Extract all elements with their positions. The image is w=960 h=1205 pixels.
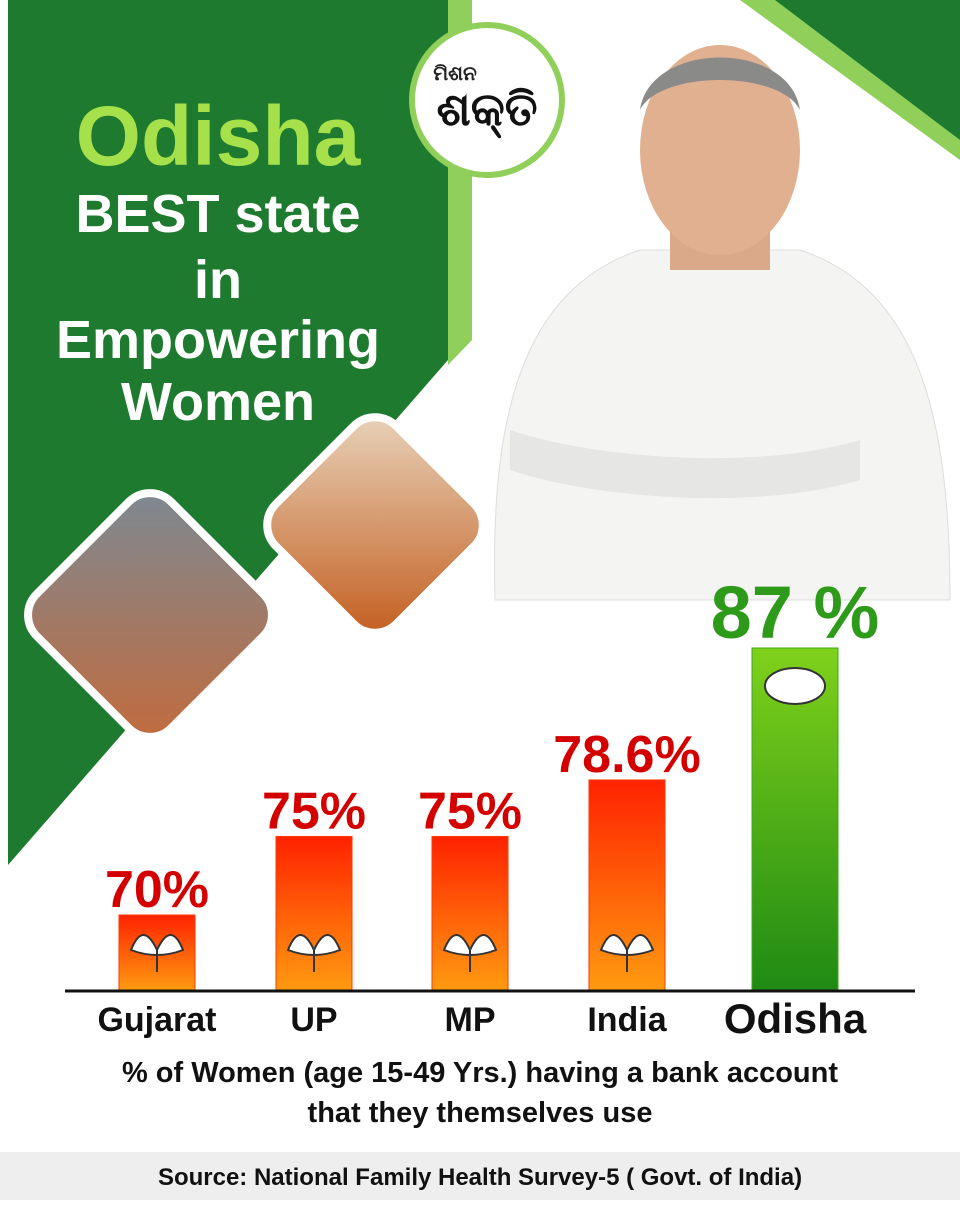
value-label: 75%: [418, 782, 522, 840]
headline-line: in: [194, 250, 242, 310]
logo-small-text: ମିଶନ: [433, 63, 477, 85]
caption-line: that they themselves use: [308, 1097, 653, 1129]
photo-woman: [263, 413, 487, 637]
value-label: 70%: [105, 861, 209, 919]
category-label: Odisha: [724, 995, 867, 1042]
category-label: India: [587, 1001, 667, 1039]
corner-stripe: [740, 0, 960, 160]
party-symbol: [286, 934, 342, 972]
source-band: [0, 1152, 960, 1200]
logo-big-text: ଶକ୍ତି: [436, 83, 537, 139]
value-label: 75%: [262, 782, 366, 840]
bar-chart: 70% Gujarat 75% UP 75% MP 78.6% India 87 % Odisha: [97, 571, 879, 1042]
source: Source: National Family Health Survey-5 …: [158, 1164, 802, 1191]
headline-line: Women: [121, 372, 315, 432]
category-label: UP: [290, 1001, 337, 1039]
logo-badge: [409, 22, 565, 178]
caption-line: % of Women (age 15-49 Yrs.) having a ban…: [122, 1057, 838, 1089]
value-label: 87 %: [711, 571, 880, 654]
value-label: 78.6%: [553, 726, 700, 784]
category-label: Gujarat: [97, 1001, 216, 1039]
party-symbol: [764, 667, 826, 705]
party-symbol: [599, 934, 655, 972]
party-symbol: [129, 934, 185, 972]
headline-line: Empowering: [56, 310, 380, 370]
photo-bank: [24, 489, 276, 741]
headline-highlight: Odisha: [76, 89, 362, 183]
category-label: MP: [445, 1001, 496, 1039]
party-symbol: [442, 934, 498, 972]
headline-line: BEST state: [75, 184, 360, 244]
portrait: [494, 45, 951, 601]
